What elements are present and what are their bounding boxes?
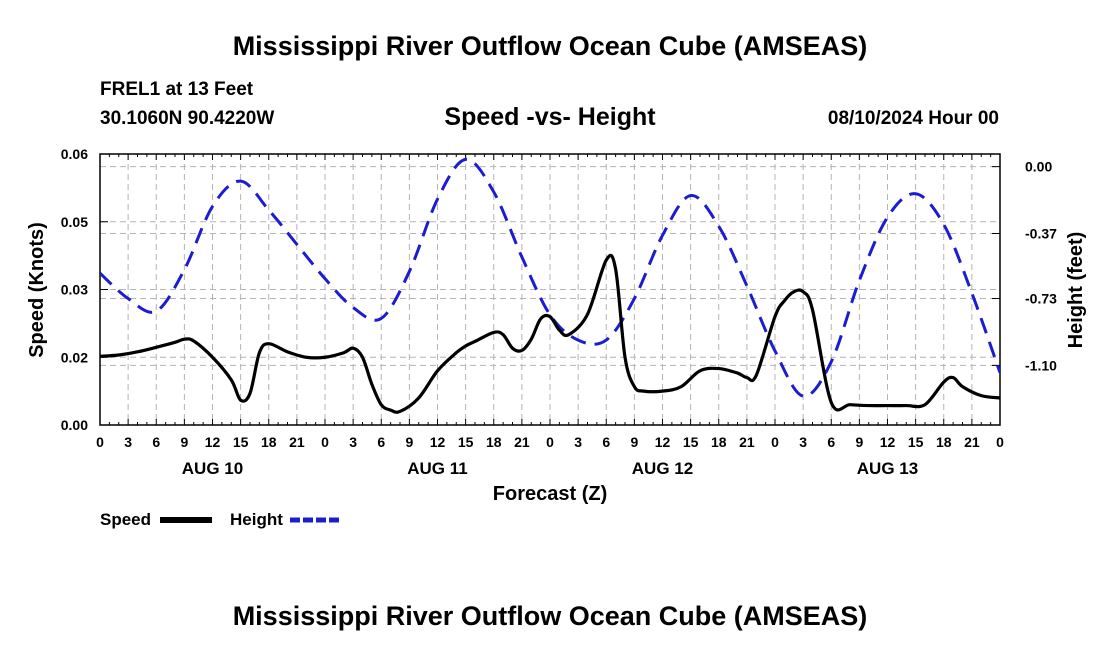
x-tick-label: 0 <box>996 434 1004 450</box>
chart-title: Speed -vs- Height <box>444 103 656 131</box>
legend-height-label: Height <box>230 510 283 529</box>
x-axis-label: Forecast (Z) <box>493 483 607 505</box>
x-tick-label: 21 <box>739 434 755 450</box>
x-tick-label: 12 <box>205 434 221 450</box>
x-tick-label: 12 <box>655 434 671 450</box>
x-tick-label: 18 <box>936 434 952 450</box>
x-tick-label: 0 <box>96 434 104 450</box>
x-tick-label: 6 <box>602 434 610 450</box>
y2-tick-label: 0.00 <box>1025 159 1052 175</box>
y-tick-label: 0.03 <box>61 282 88 298</box>
coordinates-label: 30.1060N 90.4220W <box>100 108 274 129</box>
forecast-date-label: 08/10/2024 Hour 00 <box>828 108 999 129</box>
series-lines <box>100 157 1000 414</box>
x-tick-label: 9 <box>405 434 413 450</box>
legend-speed-label: Speed <box>100 510 151 529</box>
x-tick-label: 21 <box>514 434 530 450</box>
x-tick-label: 9 <box>855 434 863 450</box>
day-label: AUG 12 <box>632 459 693 478</box>
x-tick-label: 0 <box>546 434 554 450</box>
y-tick-label: 0.05 <box>61 214 88 230</box>
x-tick-label: 3 <box>349 434 357 450</box>
day-label: AUG 10 <box>182 459 243 478</box>
x-tick-label: 6 <box>827 434 835 450</box>
x-tick-label: 6 <box>377 434 385 450</box>
speed-series-line <box>100 253 1000 414</box>
x-tick-label: 21 <box>289 434 305 450</box>
y-tick-label: 0.02 <box>61 349 88 365</box>
tick-labels: 0 3 6 9 12 15 18 21 0 3 6 9 12 15 18 21 0 3 6 9 12 15 18 21 0 3 6 9… <box>61 146 1057 478</box>
x-tick-label: 0 <box>771 434 779 450</box>
x-tick-label: 15 <box>683 434 699 450</box>
day-label: AUG 11 <box>407 459 467 478</box>
x-tick-label: 21 <box>964 434 980 450</box>
x-tick-label: 12 <box>880 434 896 450</box>
x-tick-label: 18 <box>711 434 727 450</box>
day-label: AUG 13 <box>857 459 918 478</box>
x-tick-label: 15 <box>908 434 924 450</box>
x-tick-label: 3 <box>574 434 582 450</box>
station-label: FREL1 at 13 Feet <box>100 79 254 100</box>
y-tick-label: 0.06 <box>61 146 88 162</box>
legend: Speed Height <box>100 510 342 529</box>
x-tick-label: 15 <box>458 434 474 450</box>
x-tick-label: 18 <box>486 434 502 450</box>
y2-tick-label: -0.73 <box>1025 291 1057 307</box>
x-tick-label: 15 <box>233 434 249 450</box>
footer-title: Mississippi River Outflow Ocean Cube (AM… <box>233 601 868 631</box>
x-tick-label: 12 <box>430 434 446 450</box>
x-tick-label: 9 <box>180 434 188 450</box>
y2-tick-label: -0.37 <box>1025 225 1057 241</box>
x-tick-label: 18 <box>261 434 277 450</box>
y-axis-label: Speed (Knots) <box>26 222 48 358</box>
y-tick-label: 0.00 <box>61 417 88 433</box>
page-title: Mississippi River Outflow Ocean Cube (AM… <box>233 31 868 61</box>
x-tick-label: 0 <box>321 434 329 450</box>
x-tick-label: 9 <box>630 434 638 450</box>
x-tick-label: 3 <box>799 434 807 450</box>
y2-axis-label: Height (feet) <box>1065 232 1087 349</box>
axis-ticks <box>99 153 1001 426</box>
y2-tick-label: -1.10 <box>1025 357 1057 373</box>
x-tick-label: 6 <box>152 434 160 450</box>
x-tick-label: 3 <box>124 434 132 450</box>
